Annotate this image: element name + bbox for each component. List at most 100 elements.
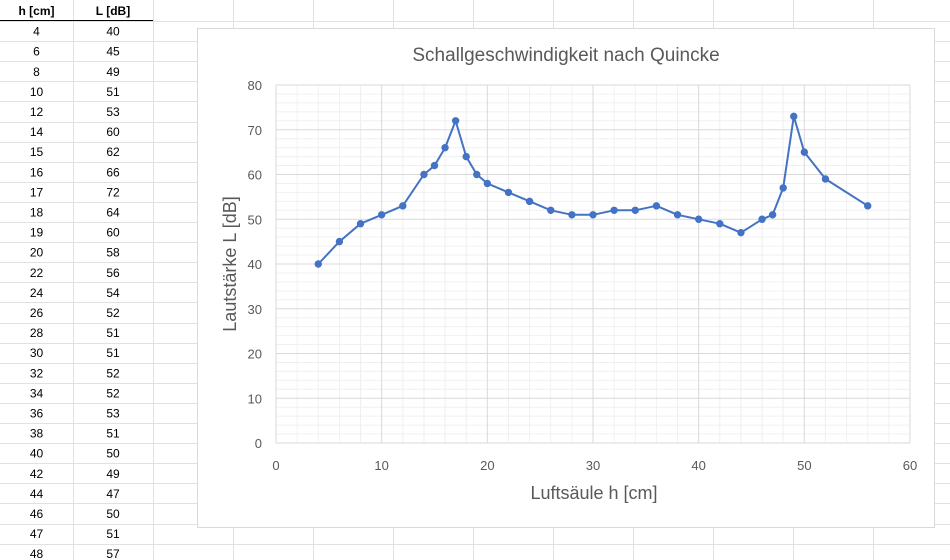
table-cell[interactable]: 50 bbox=[106, 507, 120, 521]
table-cell[interactable]: 8 bbox=[33, 65, 40, 79]
table-row[interactable]: 16 66 bbox=[30, 165, 120, 179]
table-row[interactable]: 12 53 bbox=[30, 105, 120, 119]
table-cell[interactable]: 4 bbox=[33, 25, 40, 39]
data-point[interactable] bbox=[758, 215, 766, 223]
table-cell[interactable]: 45 bbox=[106, 45, 120, 59]
table-row[interactable]: 19 60 bbox=[30, 226, 120, 240]
table-cell[interactable]: 14 bbox=[30, 125, 44, 139]
table-row[interactable]: 6 45 bbox=[33, 45, 120, 59]
table-row[interactable]: 10 51 bbox=[30, 85, 120, 99]
table-cell[interactable]: 30 bbox=[30, 346, 44, 360]
data-point[interactable] bbox=[441, 143, 449, 152]
table-row[interactable]: 34 52 bbox=[30, 386, 120, 400]
table-cell[interactable]: 52 bbox=[106, 366, 120, 380]
table-cell[interactable]: 10 bbox=[30, 85, 44, 99]
table-cell[interactable]: 44 bbox=[30, 487, 44, 501]
table-row[interactable]: 46 50 bbox=[30, 507, 120, 521]
table-cell[interactable]: 28 bbox=[30, 326, 44, 340]
data-point[interactable] bbox=[821, 175, 830, 183]
data-point[interactable] bbox=[610, 206, 618, 215]
data-point[interactable] bbox=[716, 220, 724, 228]
table-row[interactable]: 44 47 bbox=[30, 487, 120, 501]
table-cell[interactable]: 17 bbox=[30, 185, 44, 199]
table-cell[interactable]: 51 bbox=[106, 85, 120, 99]
table-row[interactable]: 26 52 bbox=[30, 306, 120, 320]
table-cell[interactable]: 26 bbox=[30, 306, 44, 320]
data-point[interactable] bbox=[504, 188, 513, 197]
data-point[interactable] bbox=[673, 211, 682, 219]
table-cell[interactable]: 50 bbox=[106, 447, 120, 461]
table-row[interactable]: 40 50 bbox=[30, 447, 120, 461]
table-cell[interactable]: 62 bbox=[106, 145, 120, 159]
data-point[interactable] bbox=[430, 161, 439, 170]
data-point[interactable] bbox=[335, 237, 344, 246]
table-cell[interactable]: 51 bbox=[106, 326, 120, 340]
table-cell[interactable]: 46 bbox=[30, 507, 44, 521]
table-row[interactable]: 36 53 bbox=[30, 407, 120, 421]
table-cell[interactable]: 15 bbox=[30, 145, 44, 159]
data-point[interactable] bbox=[652, 202, 661, 210]
table-cell[interactable]: 38 bbox=[30, 427, 44, 441]
data-point[interactable] bbox=[420, 170, 428, 179]
table-cell[interactable]: 47 bbox=[106, 487, 120, 501]
table-cell[interactable]: 49 bbox=[106, 65, 120, 79]
table-row[interactable]: 28 51 bbox=[30, 326, 120, 340]
table-row[interactable]: 20 58 bbox=[30, 246, 120, 260]
table-cell[interactable]: 60 bbox=[106, 125, 120, 139]
table-cell[interactable]: 18 bbox=[30, 206, 44, 220]
table-cell[interactable]: 56 bbox=[106, 266, 120, 280]
data-point[interactable] bbox=[547, 206, 555, 215]
table-cell[interactable]: 48 bbox=[30, 547, 44, 560]
column-header[interactable]: h [cm] bbox=[19, 4, 55, 18]
data-point[interactable] bbox=[779, 184, 787, 192]
table-cell[interactable]: 53 bbox=[106, 105, 120, 119]
table-cell[interactable]: 49 bbox=[106, 467, 120, 481]
data-point[interactable] bbox=[451, 117, 460, 125]
table-cell[interactable]: 47 bbox=[30, 527, 44, 541]
data-point[interactable] bbox=[473, 170, 481, 179]
data-point[interactable] bbox=[568, 211, 576, 219]
table-cell[interactable]: 16 bbox=[30, 165, 44, 179]
table-row[interactable]: 18 64 bbox=[30, 206, 120, 220]
data-point[interactable] bbox=[768, 211, 777, 219]
table-cell[interactable]: 40 bbox=[30, 447, 44, 461]
data-point[interactable] bbox=[483, 179, 492, 188]
table-row[interactable]: 42 49 bbox=[30, 467, 120, 481]
table-cell[interactable]: 20 bbox=[30, 246, 44, 260]
data-point[interactable] bbox=[525, 197, 534, 206]
table-cell[interactable]: 19 bbox=[30, 226, 44, 240]
table-row[interactable]: 4 40 bbox=[33, 25, 120, 39]
table-row[interactable]: 8 49 bbox=[33, 65, 120, 79]
data-point[interactable] bbox=[737, 228, 745, 237]
table-cell[interactable]: 32 bbox=[30, 366, 44, 380]
table-row[interactable]: 22 56 bbox=[30, 266, 120, 280]
table-row[interactable]: 17 72 bbox=[30, 185, 120, 199]
data-point[interactable] bbox=[589, 211, 597, 219]
table-row[interactable]: 14 60 bbox=[30, 125, 120, 139]
table-row[interactable]: 15 62 bbox=[30, 145, 120, 159]
table-cell[interactable]: 12 bbox=[30, 105, 44, 119]
table-cell[interactable]: 36 bbox=[30, 407, 44, 421]
table-cell[interactable]: 54 bbox=[106, 286, 120, 300]
table-cell[interactable]: 52 bbox=[106, 386, 120, 400]
table-cell[interactable]: 34 bbox=[30, 386, 44, 400]
table-cell[interactable]: 52 bbox=[106, 306, 120, 320]
chart[interactable]: Schallgeschwindigkeit nach Quincke 0 10 20… bbox=[197, 28, 935, 528]
table-cell[interactable]: 51 bbox=[106, 527, 120, 541]
table-cell[interactable]: 72 bbox=[106, 185, 120, 199]
table-row[interactable]: 47 51 bbox=[30, 527, 120, 541]
column-header[interactable]: L [dB] bbox=[96, 4, 130, 18]
table-cell[interactable]: 51 bbox=[106, 427, 120, 441]
data-point[interactable] bbox=[790, 112, 798, 121]
table-row[interactable]: 48 57 bbox=[30, 547, 120, 560]
table-cell[interactable]: 60 bbox=[106, 226, 120, 240]
data-point[interactable] bbox=[356, 220, 365, 228]
table-cell[interactable]: 57 bbox=[106, 547, 120, 560]
table-row[interactable]: 24 54 bbox=[30, 286, 120, 300]
data-point[interactable] bbox=[864, 202, 872, 210]
table-cell[interactable]: 22 bbox=[30, 266, 44, 280]
table-row[interactable]: 32 52 bbox=[30, 366, 120, 380]
table-cell[interactable]: 40 bbox=[106, 25, 120, 39]
table-row[interactable]: 38 51 bbox=[30, 427, 120, 441]
table-cell[interactable]: 6 bbox=[33, 45, 40, 59]
